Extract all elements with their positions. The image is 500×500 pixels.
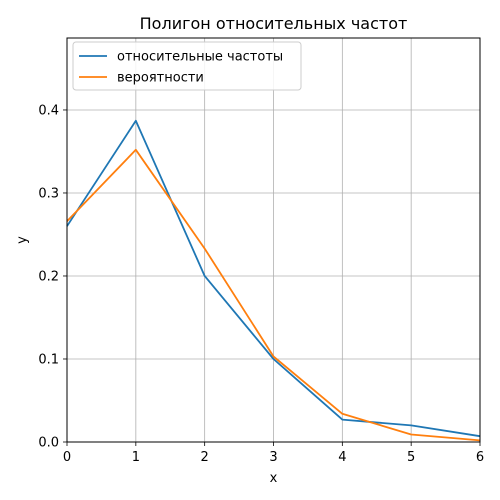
series-line-0 xyxy=(66,119,481,438)
legend-box xyxy=(72,41,302,91)
legend-label-0: относительные частоты xyxy=(117,50,283,65)
y-axis-label: y xyxy=(15,236,30,244)
series-lines xyxy=(66,119,481,442)
series-line-1 xyxy=(66,148,481,442)
y-tick-label: 0.4 xyxy=(38,103,59,118)
legend-label-1: вероятности xyxy=(117,71,204,86)
y-tick-label: 0.2 xyxy=(38,269,59,284)
x-axis-label: x xyxy=(270,471,278,486)
x-tick-label: 6 xyxy=(476,450,484,465)
x-tick-label: 2 xyxy=(201,450,209,465)
chart-title: Полигон относительных частот xyxy=(140,14,408,33)
x-tick-label: 0 xyxy=(63,450,71,465)
y-tick-label: 0.0 xyxy=(38,436,59,451)
y-tick-label: 0.1 xyxy=(38,352,59,367)
y-tick-label: 0.3 xyxy=(38,186,59,201)
axis-ticks: 0 1 2 3 4 5 6 0.0 0.1 0.2 0.3 0.4 xyxy=(38,103,484,465)
x-tick-label: 1 xyxy=(132,450,140,465)
x-tick-label: 5 xyxy=(407,450,415,465)
x-tick-label: 4 xyxy=(338,450,346,465)
x-tick-label: 3 xyxy=(269,450,277,465)
legend: относительные частоты вероятности xyxy=(72,41,302,91)
grid xyxy=(66,38,481,443)
